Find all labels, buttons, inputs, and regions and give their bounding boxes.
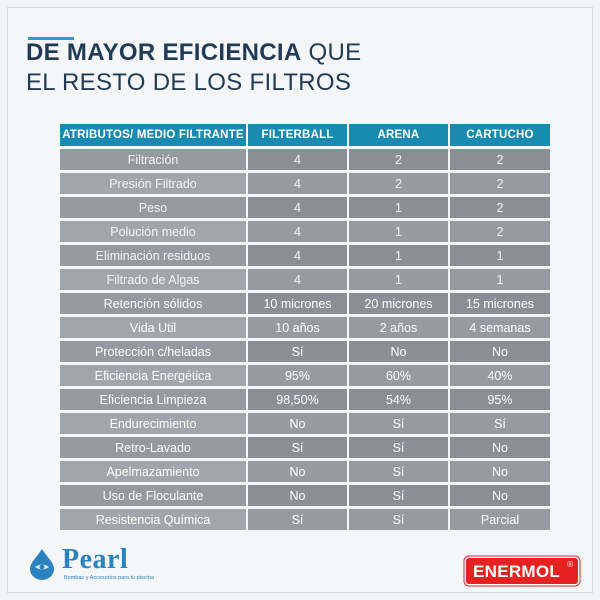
row-attribute-cell: Retención sólidos xyxy=(60,293,246,314)
pearl-drop-icon xyxy=(30,549,54,580)
row-filterball-cell: Sí xyxy=(248,509,347,530)
row-filterball-cell: No xyxy=(248,461,347,482)
row-filterball-cell: 10 años xyxy=(248,317,347,338)
row-cartucho-cell: No xyxy=(450,485,550,506)
row-attribute-cell: Eficiencia Limpieza xyxy=(60,389,246,410)
row-attribute-cell: Endurecimiento xyxy=(60,413,246,434)
table-row: Eliminación residuos 4 1 1 xyxy=(60,245,550,266)
row-cartucho-cell: No xyxy=(450,341,550,362)
row-cartucho-cell: 4 semanas xyxy=(450,317,550,338)
row-cartucho-cell: 2 xyxy=(450,149,550,170)
header-cartucho: CARTUCHO xyxy=(450,124,550,146)
row-cartucho-cell: 2 xyxy=(450,221,550,242)
table-row: Resistencia Química Sí Sí Parcial xyxy=(60,509,550,530)
table-row: Uso de Floculante No Sí No xyxy=(60,485,550,506)
table-row: Polución medio 4 1 2 xyxy=(60,221,550,242)
header-attributes: ATRIBUTOS/ MEDIO FILTRANTE xyxy=(60,124,246,146)
table-row: Presión Filtrado 4 2 2 xyxy=(60,173,550,194)
row-attribute-cell: Uso de Floculante xyxy=(60,485,246,506)
pearl-logo-tagline: Bombas y Accesorios para tu piscina xyxy=(64,575,154,581)
row-cartucho-cell: No xyxy=(450,437,550,458)
table-header-row: ATRIBUTOS/ MEDIO FILTRANTE FILTERBALL AR… xyxy=(60,124,550,146)
row-filterball-cell: No xyxy=(248,413,347,434)
row-attribute-cell: Eficiencia Energética xyxy=(60,365,246,386)
table-row: Protección c/heladas Sí No No xyxy=(60,341,550,362)
table-body: Filtración 4 2 2 Presión Filtrado 4 2 2 Peso 4 1 2 P… xyxy=(60,149,550,530)
row-arena-cell: 1 xyxy=(349,269,448,290)
row-filterball-cell: Sí xyxy=(248,341,347,362)
row-attribute-cell: Polución medio xyxy=(60,221,246,242)
row-arena-cell: Sí xyxy=(349,485,448,506)
row-arena-cell: 54% xyxy=(349,389,448,410)
row-filterball-cell: 4 xyxy=(248,149,347,170)
table-row: Eficiencia Limpieza 98,50% 54% 95% xyxy=(60,389,550,410)
row-attribute-cell: Presión Filtrado xyxy=(60,173,246,194)
row-attribute-cell: Peso xyxy=(60,197,246,218)
row-arena-cell: Sí xyxy=(349,413,448,434)
row-cartucho-cell: 40% xyxy=(450,365,550,386)
row-cartucho-cell: No xyxy=(450,461,550,482)
row-filterball-cell: 95% xyxy=(248,365,347,386)
enermol-logo: ENERMOL ® xyxy=(466,558,578,584)
row-cartucho-cell: 1 xyxy=(450,269,550,290)
table-row: Filtración 4 2 2 xyxy=(60,149,550,170)
row-filterball-cell: Sí xyxy=(248,437,347,458)
row-cartucho-cell: 1 xyxy=(450,245,550,266)
row-filterball-cell: 98,50% xyxy=(248,389,347,410)
row-arena-cell: 20 micrones xyxy=(349,293,448,314)
row-attribute-cell: Vida Util xyxy=(60,317,246,338)
table-row: Apelmazamiento No Sí No xyxy=(60,461,550,482)
row-cartucho-cell: Sí xyxy=(450,413,550,434)
table-row: Retro-Lavado Sí Sí No xyxy=(60,437,550,458)
title-line-1-rest: QUE xyxy=(301,39,362,66)
row-arena-cell: Sí xyxy=(349,437,448,458)
row-arena-cell: 60% xyxy=(349,365,448,386)
row-filterball-cell: 4 xyxy=(248,197,347,218)
title-line-1-bold: DE MAYOR EFICIENCIA xyxy=(26,39,302,66)
row-arena-cell: 2 xyxy=(349,173,448,194)
table-row: Vida Util 10 años 2 años 4 semanas xyxy=(60,317,550,338)
table-row: Peso 4 1 2 xyxy=(60,197,550,218)
pearl-logo-name: Pearl xyxy=(62,544,129,575)
page-title: DE MAYOR EFICIENCIA QUE EL RESTO DE LOS … xyxy=(26,38,361,98)
row-cartucho-cell: 95% xyxy=(450,389,550,410)
row-arena-cell: 1 xyxy=(349,221,448,242)
row-attribute-cell: Eliminación residuos xyxy=(60,245,246,266)
row-filterball-cell: 4 xyxy=(248,221,347,242)
row-attribute-cell: Resistencia Química xyxy=(60,509,246,530)
row-attribute-cell: Apelmazamiento xyxy=(60,461,246,482)
row-filterball-cell: 4 xyxy=(248,173,347,194)
header-filterball: FILTERBALL xyxy=(248,124,347,146)
row-arena-cell: 1 xyxy=(349,197,448,218)
row-cartucho-cell: 2 xyxy=(450,197,550,218)
row-cartucho-cell: 2 xyxy=(450,173,550,194)
row-filterball-cell: 4 xyxy=(248,245,347,266)
row-filterball-cell: 4 xyxy=(248,269,347,290)
row-arena-cell: 2 xyxy=(349,149,448,170)
comparison-table: ATRIBUTOS/ MEDIO FILTRANTE FILTERBALL AR… xyxy=(58,121,552,533)
row-attribute-cell: Filtración xyxy=(60,149,246,170)
row-attribute-cell: Protección c/heladas xyxy=(60,341,246,362)
row-attribute-cell: Retro-Lavado xyxy=(60,437,246,458)
row-cartucho-cell: 15 micrones xyxy=(450,293,550,314)
row-attribute-cell: Filtrado de Algas xyxy=(60,269,246,290)
table-row: Retención sólidos 10 micrones 20 micrones 1… xyxy=(60,293,550,314)
table-row: Filtrado de Algas 4 1 1 xyxy=(60,269,550,290)
row-arena-cell: No xyxy=(349,341,448,362)
row-cartucho-cell: Parcial xyxy=(450,509,550,530)
header-arena: ARENA xyxy=(349,124,448,146)
row-arena-cell: 2 años xyxy=(349,317,448,338)
row-arena-cell: 1 xyxy=(349,245,448,266)
enermol-registered-mark: ® xyxy=(567,560,573,569)
enermol-logo-name: ENERMOL xyxy=(473,562,561,581)
row-arena-cell: Sí xyxy=(349,461,448,482)
row-filterball-cell: No xyxy=(248,485,347,506)
table-row: Endurecimiento No Sí Sí xyxy=(60,413,550,434)
title-line-2: EL RESTO DE LOS FILTROS xyxy=(26,69,352,96)
row-arena-cell: Sí xyxy=(349,509,448,530)
title-line-1: DE MAYOR EFICIENCIA QUE xyxy=(26,38,361,68)
row-filterball-cell: 10 micrones xyxy=(248,293,347,314)
table-row: Eficiencia Energética 95% 60% 40% xyxy=(60,365,550,386)
title-accent-line xyxy=(28,37,74,40)
